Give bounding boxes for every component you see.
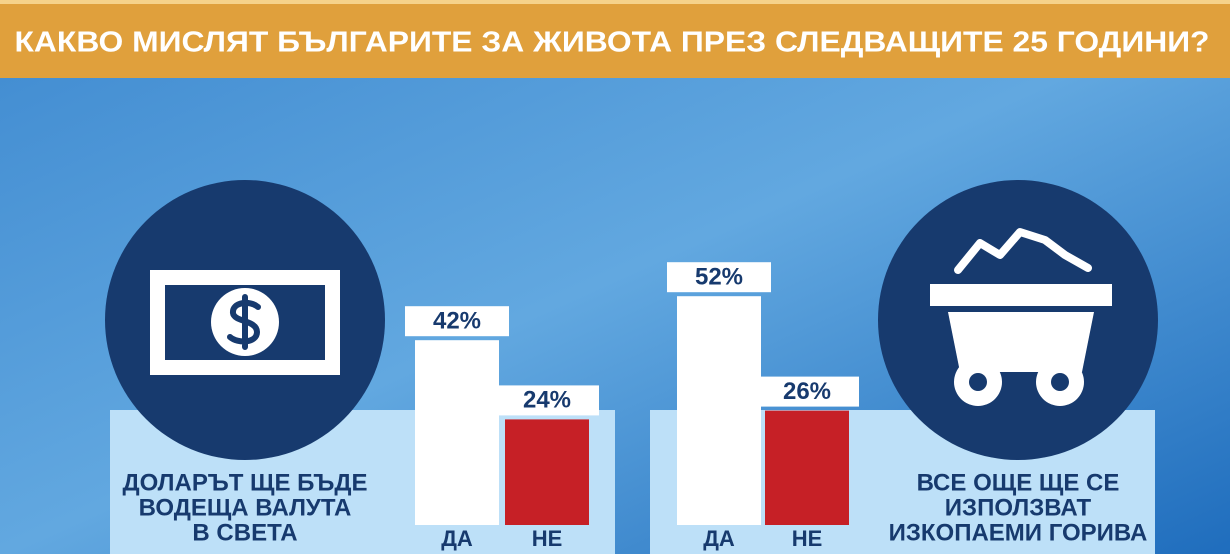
category-label: НЕ	[792, 526, 823, 551]
caption: ДОЛАРЪТ ЩЕ БЪДЕ	[123, 469, 368, 496]
header-bar	[0, 4, 1230, 78]
header-rule	[0, 0, 1230, 4]
category-label: НЕ	[532, 526, 563, 551]
value-label: 52%	[695, 264, 743, 291]
value-label: 42%	[433, 308, 481, 335]
dollar-icon	[150, 270, 340, 375]
category-label: ДА	[441, 526, 473, 551]
bar	[415, 340, 499, 525]
header-title: КАКВО МИСЛЯТ БЪЛГАРИТЕ ЗА ЖИВОТА ПРЕЗ СЛ…	[15, 27, 1210, 59]
cart-icon	[930, 228, 1112, 406]
value-label: 26%	[783, 378, 831, 405]
caption: ИЗПОЛЗВАТ	[945, 494, 1092, 521]
bar	[677, 296, 761, 525]
category-label: ДА	[703, 526, 735, 551]
caption: В СВЕТА	[192, 519, 297, 546]
bar	[505, 419, 589, 525]
value-label-box	[495, 385, 599, 416]
caption: ВСЕ ОЩЕ ЩЕ СЕ	[917, 469, 1120, 496]
value-label: 24%	[523, 387, 571, 414]
value-label-box	[755, 376, 859, 407]
caption: ИЗКОПАЕМИ ГОРИВА	[889, 519, 1148, 546]
value-label-box	[667, 262, 771, 293]
value-label-box	[405, 306, 509, 337]
bar	[765, 410, 849, 525]
caption: ВОДЕЩА ВАЛУТА	[139, 494, 352, 521]
